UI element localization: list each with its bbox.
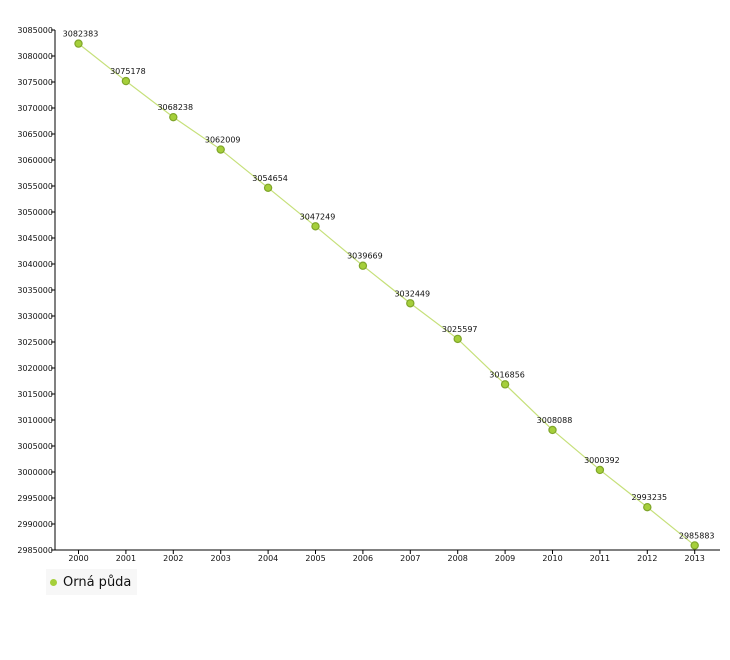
y-axis: 2985000 2990000 2995000 3000000 3005000 30100…: [17, 26, 56, 555]
series-line-path: [78, 43, 696, 546]
x-tick-label: 2007: [400, 554, 420, 563]
data-label: 2993235: [631, 493, 667, 502]
x-tick-label: 2004: [258, 554, 278, 563]
x-tick-label: 2006: [353, 554, 373, 563]
y-tick-label: 3055000: [17, 182, 53, 191]
data-point: [216, 145, 225, 154]
y-tick-label: 3060000: [17, 156, 53, 165]
x-tick-label: 2013: [685, 554, 705, 563]
data-point: [121, 76, 131, 86]
y-tick-label: 3010000: [17, 416, 53, 425]
data-label: 3062009: [205, 136, 241, 145]
data-point: [169, 112, 178, 122]
x-tick-label: 2012: [637, 554, 657, 563]
y-tick-label: 3080000: [17, 52, 53, 61]
y-tick-label: 2985000: [17, 546, 53, 555]
legend[interactable]: Orná půda: [46, 569, 138, 595]
x-tick-label: 2002: [163, 554, 183, 563]
data-point: [453, 334, 462, 344]
x-tick-label: 2008: [448, 554, 468, 563]
data-point: [263, 183, 273, 192]
data-label: 3032449: [394, 289, 430, 298]
x-axis: 2000 2001 2002 2003 2004 2005 2006 2007 2008 2009…: [55, 549, 720, 563]
y-tick-label: 3025000: [17, 338, 53, 347]
x-tick-label: 2005: [305, 554, 325, 563]
data-label: 3025597: [442, 325, 478, 334]
x-tick-label: 2010: [542, 554, 562, 563]
y-tick-label: 3030000: [17, 312, 53, 321]
data-label: 3082383: [63, 30, 99, 39]
data-point: [500, 380, 510, 389]
data-point: [406, 299, 415, 308]
x-tick-label: 2009: [495, 554, 515, 563]
data-label: 3054654: [252, 174, 288, 183]
x-tick-label: 2001: [116, 554, 136, 563]
data-label: 3047249: [300, 212, 336, 221]
data-label: 3000392: [584, 456, 620, 465]
data-point: [643, 502, 652, 512]
x-tick-label: 2000: [68, 554, 88, 563]
data-label: 3008088: [537, 416, 573, 425]
data-point: [595, 465, 605, 475]
legend-label: Orná půda: [63, 574, 132, 590]
y-tick-label: 3035000: [17, 286, 53, 295]
data-label: 3068238: [157, 103, 193, 112]
y-tick-label: 3050000: [17, 208, 53, 217]
data-point: [311, 222, 320, 231]
y-tick-label: 3085000: [17, 26, 53, 35]
y-tick-label: 2990000: [17, 520, 53, 529]
data-label: 3039669: [347, 252, 383, 261]
data-point: [690, 541, 699, 550]
x-tick-label: 2011: [590, 554, 610, 563]
y-tick-label: 2995000: [17, 494, 53, 503]
data-label: 2985883: [679, 531, 715, 540]
x-tick-label: 2003: [211, 554, 231, 563]
data-label: 3016856: [489, 370, 525, 379]
y-tick-label: 3015000: [17, 390, 53, 399]
y-tick-label: 3000000: [17, 468, 53, 477]
y-tick-label: 3020000: [17, 364, 53, 373]
series-line: [78, 43, 696, 546]
data-point: [548, 425, 557, 435]
y-tick-label: 3075000: [17, 78, 53, 87]
y-tick-label: 3040000: [17, 260, 53, 269]
y-tick-label: 3070000: [17, 104, 53, 113]
data-label: 3075178: [110, 67, 146, 76]
data-point: [358, 261, 368, 270]
legend-marker-icon: [50, 578, 57, 586]
data-points: [74, 39, 699, 550]
y-tick-label: 3005000: [17, 442, 53, 451]
data-point: [74, 39, 83, 48]
y-tick-label: 3045000: [17, 234, 53, 243]
data-labels: 3082383 3075178 3068238 3062009 3054654 30472…: [63, 30, 715, 541]
y-tick-label: 3065000: [17, 130, 53, 139]
